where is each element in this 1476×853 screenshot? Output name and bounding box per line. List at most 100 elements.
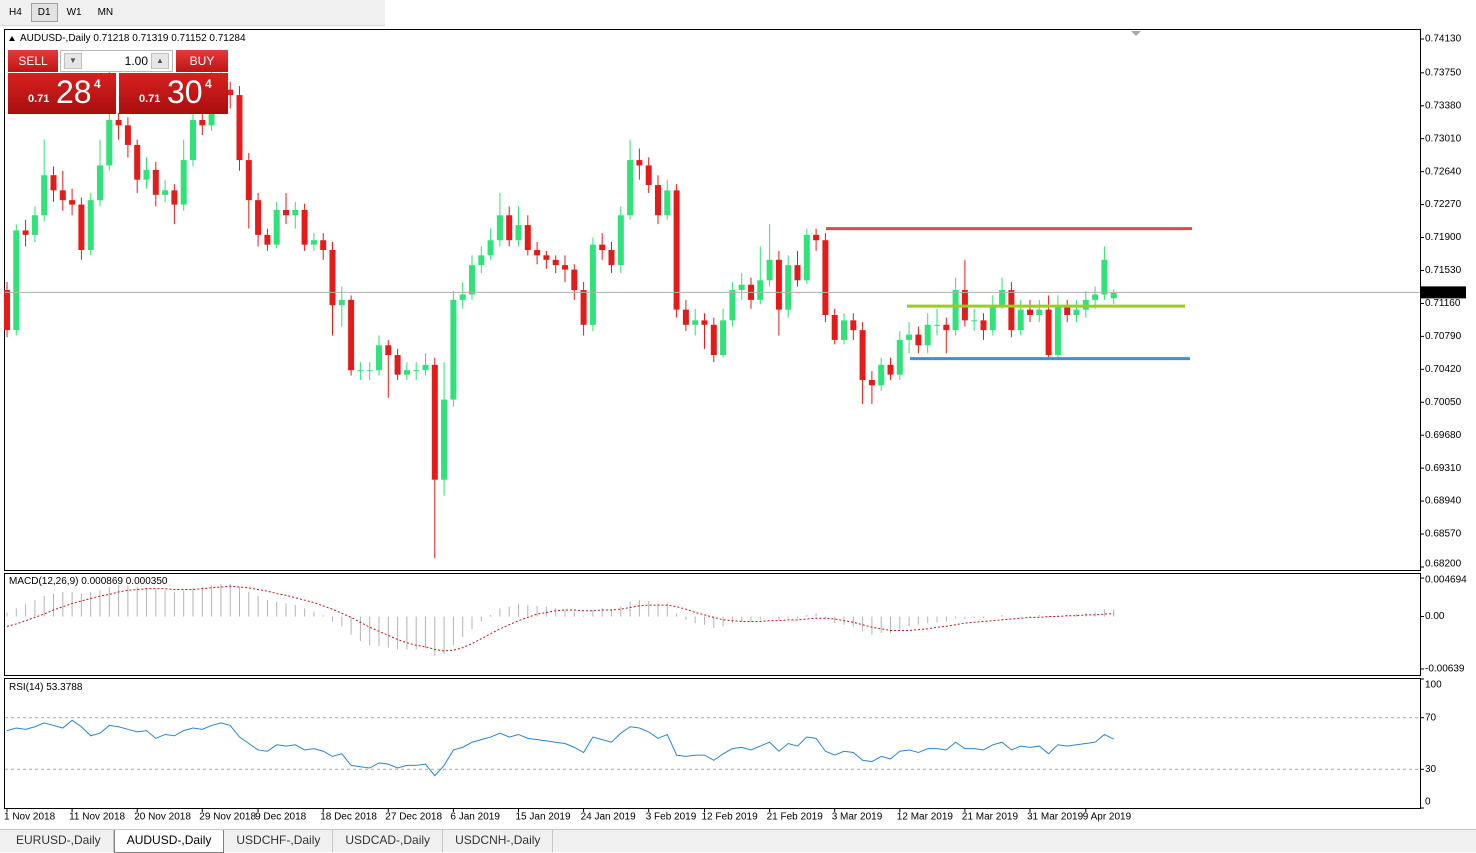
candle-body: [1101, 259, 1108, 295]
y-tick-label: 0.004694: [1425, 575, 1467, 586]
candle-body: [850, 320, 857, 331]
y-tick-label: 0.69680: [1425, 430, 1462, 441]
candle-body: [236, 95, 243, 161]
y-tick-label: 0.70050: [1425, 397, 1462, 408]
x-tick-label: 3 Mar 2019: [832, 812, 883, 823]
buy-button[interactable]: BUY: [176, 50, 228, 72]
x-tick-label: 11 Nov 2018: [69, 812, 125, 823]
candle-body: [1036, 309, 1043, 316]
lot-up[interactable]: ▲: [151, 53, 169, 69]
candle-body: [1045, 309, 1052, 356]
candle-body: [543, 255, 550, 260]
chart-tab[interactable]: USDCNH-,Daily: [443, 830, 554, 852]
timeframe-button[interactable]: H4: [9, 7, 22, 18]
candle-body: [13, 230, 20, 331]
y-tick-label: 0.72270: [1425, 199, 1462, 210]
candle-body: [794, 265, 801, 281]
macd-signal: [6, 585, 1114, 652]
candle-body: [4, 290, 10, 331]
candle-body: [78, 204, 85, 251]
candle-body: [97, 165, 103, 201]
candle-body: [50, 175, 57, 191]
ohlc-open: 0.71218: [93, 33, 130, 44]
chart-tab[interactable]: AUDUSD-,Daily: [113, 830, 225, 853]
ask-main: 30: [167, 74, 203, 110]
candle-body: [87, 200, 94, 251]
symbol: AUDUSD-,Daily: [20, 33, 91, 44]
candle-body: [199, 120, 206, 126]
chart-tab[interactable]: USDCHF-,Daily: [224, 830, 334, 852]
candle-body: [162, 190, 169, 195]
lot-down[interactable]: ▼: [64, 53, 82, 69]
candle-body: [403, 370, 410, 375]
sell-button[interactable]: SELL: [8, 50, 58, 72]
timeframe-button[interactable]: D1: [30, 3, 58, 22]
y-tick-label: 0.70420: [1425, 364, 1462, 375]
candle-body: [785, 265, 792, 310]
y-tick-label: 0.71900: [1425, 232, 1462, 243]
candle-body: [608, 250, 615, 266]
candle-body: [775, 259, 782, 310]
candle-body: [338, 299, 345, 306]
candle-body: [831, 315, 838, 340]
x-tick-label: 6 Jan 2019: [450, 812, 500, 823]
candle-body: [394, 355, 401, 375]
candle-body: [459, 294, 466, 300]
candle-body: [385, 345, 392, 356]
ask-price[interactable]: 0.71 30 4: [119, 73, 228, 114]
bid-main: 28: [56, 74, 92, 110]
candle-body: [757, 280, 764, 300]
candle-body: [115, 120, 122, 126]
y-tick-label: 0.73010: [1425, 133, 1462, 144]
candle-body: [934, 324, 940, 326]
candle-body: [1073, 309, 1080, 316]
candle-body: [655, 185, 661, 216]
candle-body: [227, 89, 234, 96]
candle-body: [524, 225, 531, 251]
candle-body: [329, 250, 336, 306]
candle-body: [868, 379, 875, 386]
candle-body: [878, 364, 885, 386]
candle-body: [571, 269, 578, 291]
x-tick-label: 12 Mar 2019: [897, 812, 954, 823]
candle-body: [106, 120, 113, 166]
y-tick-label: 30: [1425, 764, 1437, 775]
y-tick-label: 0.70790: [1425, 331, 1462, 342]
y-tick-label: 0.72640: [1425, 166, 1462, 177]
bid-price[interactable]: 0.71 28 4: [8, 73, 116, 114]
current-price-box: [1421, 286, 1466, 299]
candle-body: [859, 330, 866, 380]
candle-body: [906, 334, 913, 340]
lot-input[interactable]: ▼ 1.00 ▲: [60, 50, 173, 72]
chart-tab[interactable]: EURUSD-,Daily: [4, 830, 114, 852]
ohlc-close: 0.71284: [209, 33, 246, 44]
x-tick-label: 29 Nov 2018: [199, 812, 256, 823]
y-tick-label: 0.71160: [1425, 298, 1461, 309]
macd-title: MACD(12,26,9): [9, 576, 78, 587]
candle-body: [41, 175, 48, 216]
timeframe-button[interactable]: W1: [66, 7, 82, 18]
candle-body: [534, 250, 541, 256]
timeframe-button[interactable]: MN: [97, 7, 114, 18]
rsi-header: RSI(14) 53.3788: [9, 682, 83, 693]
candle-body: [1054, 305, 1061, 356]
candle-body: [673, 190, 680, 310]
x-tick-label: 21 Feb 2019: [767, 812, 824, 823]
candle-body: [264, 234, 271, 245]
chart-shift-marker: [1131, 31, 1141, 36]
rsi-title: RSI(14): [9, 682, 43, 693]
ask-big: 0.71: [139, 93, 161, 105]
candle-body: [310, 240, 317, 245]
candle-body: [124, 125, 131, 145]
candle-body: [682, 309, 689, 325]
candle-body: [515, 225, 522, 241]
candle-body: [143, 169, 150, 180]
chart-tab[interactable]: USDCAD-,Daily: [333, 830, 444, 852]
y-tick-label: 0.68570: [1425, 529, 1462, 540]
x-tick-label: 15 Jan 2019: [516, 812, 571, 823]
candle-body: [478, 255, 485, 266]
rsi-value: 53.3788: [46, 682, 83, 693]
candle-body: [1064, 305, 1071, 316]
y-tick-label: 0.71530: [1425, 265, 1462, 276]
candle-body: [887, 364, 894, 375]
